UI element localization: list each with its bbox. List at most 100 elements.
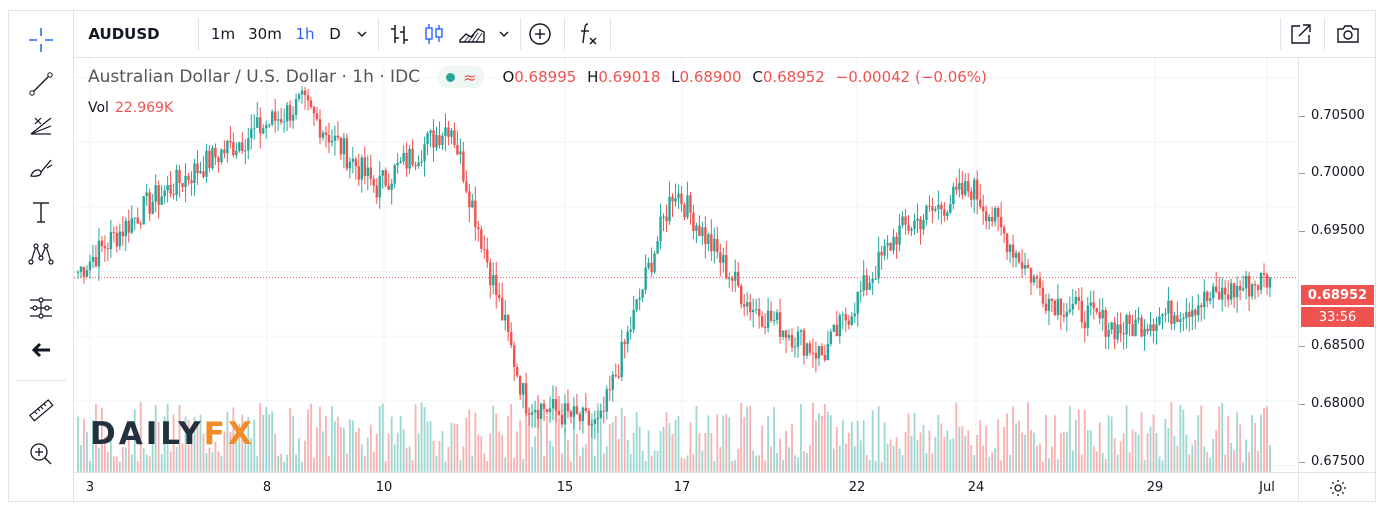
fx-indicator-icon[interactable] [570,10,606,58]
candle-body [847,320,850,325]
volume-bar [767,415,770,472]
volume-bar [707,415,710,472]
candlestick-chart[interactable] [74,58,1298,472]
interval-30m-button[interactable]: 30m [248,25,282,43]
volume-bar [151,428,154,472]
interval-1m-button[interactable]: 1m [210,25,236,43]
volume-bar [363,456,366,472]
price-axis[interactable]: 0.70500 0.70000 0.69500 0.68500 0.68000 … [1298,58,1376,472]
candle-body [121,231,125,237]
candle-body [504,314,507,321]
candle-body [919,218,922,230]
volume-bar [943,436,946,472]
candle-body [1104,309,1107,337]
volume-bar [1248,452,1250,472]
candle-body [593,419,597,425]
volume-bar [528,407,531,472]
volume-bar [369,424,372,472]
volume-bar [1200,405,1203,472]
zoom-in-icon[interactable] [25,438,57,470]
volume-bar [1051,446,1053,472]
volume-bar [208,447,211,472]
volume-bar [387,433,390,472]
volume-bar [417,433,420,472]
time-axis[interactable]: 3 8 10 15 17 22 24 29 Jul [74,472,1298,502]
pattern-icon[interactable] [25,238,57,270]
candle-body [719,252,722,263]
candle-body [372,178,375,186]
volume-bar [549,440,551,472]
candle-body [955,186,958,190]
candle-body [477,227,480,230]
camera-icon[interactable] [1330,10,1366,58]
candle-body [208,150,211,169]
brush-icon[interactable] [25,152,57,184]
area-style-icon[interactable] [454,10,490,58]
volume-bar [1045,414,1047,472]
candle-body [498,294,501,298]
candle-body [787,335,791,338]
candle-body [698,225,701,237]
candle-body [793,346,797,348]
volume-bar [268,414,271,472]
add-indicator-icon[interactable] [524,10,556,58]
bar-style-icon[interactable] [384,10,416,58]
volume-bar [850,421,853,472]
chart-settings-gear-icon[interactable] [1298,472,1376,502]
volume-bar [211,451,214,472]
volume-bar [80,444,82,472]
candle-body [967,181,970,192]
candle-body [387,185,390,190]
volume-bar [1083,409,1086,472]
market-status-pill[interactable]: ≈ [438,66,485,88]
candle-body [471,200,474,208]
volume-bar [901,455,904,472]
intervals-dropdown-icon[interactable] [350,10,374,58]
volume-bar [973,454,976,472]
volume-bar [1006,413,1009,472]
interval-1h-button[interactable]: 1h [295,25,315,43]
candle-body [273,111,277,121]
candle-body [139,223,142,225]
volume-bar [1191,444,1194,472]
volume-bar [474,412,477,472]
volume-bar [611,422,614,472]
candle-body [757,308,761,317]
candle-body [229,140,232,143]
volume-bar [429,421,432,472]
volume-bar [360,444,363,472]
back-arrow-icon[interactable] [25,334,57,366]
volume-bar [988,456,991,472]
volume-bar [764,460,767,472]
chart-style-dropdown-icon[interactable] [492,10,516,58]
candle-style-icon[interactable] [419,10,449,58]
candle-body [707,234,710,245]
candle-body [82,266,86,277]
candle-body [772,320,776,322]
volume-bar [1149,426,1152,472]
volume-bar [1233,450,1236,472]
measure-tools-icon[interactable] [25,292,57,324]
candle-body [1029,268,1033,283]
candle-body [889,243,892,251]
volume-bar [172,414,175,472]
candle-body [1223,287,1227,295]
fullscreen-icon[interactable] [1284,10,1318,58]
interval-d-button[interactable]: D [329,25,341,43]
volume-bar [100,407,103,472]
symbol-title: Australian Dollar / U.S. Dollar · 1h · I… [88,67,421,87]
crosshair-icon[interactable] [25,24,57,56]
text-icon[interactable] [25,196,57,228]
volume-bar [348,419,351,472]
volume-bar [650,455,653,472]
ruler-icon[interactable] [25,394,57,426]
volume-bar [1110,416,1113,472]
volume-bar [393,444,396,472]
volume-bar [483,453,486,472]
trend-line-icon[interactable] [25,68,57,100]
volume-bar [447,447,450,472]
fib-icon[interactable] [25,110,57,142]
symbol-search-button[interactable]: AUDUSD [88,25,160,43]
volume-bar [220,456,223,472]
candle-body [420,161,423,163]
